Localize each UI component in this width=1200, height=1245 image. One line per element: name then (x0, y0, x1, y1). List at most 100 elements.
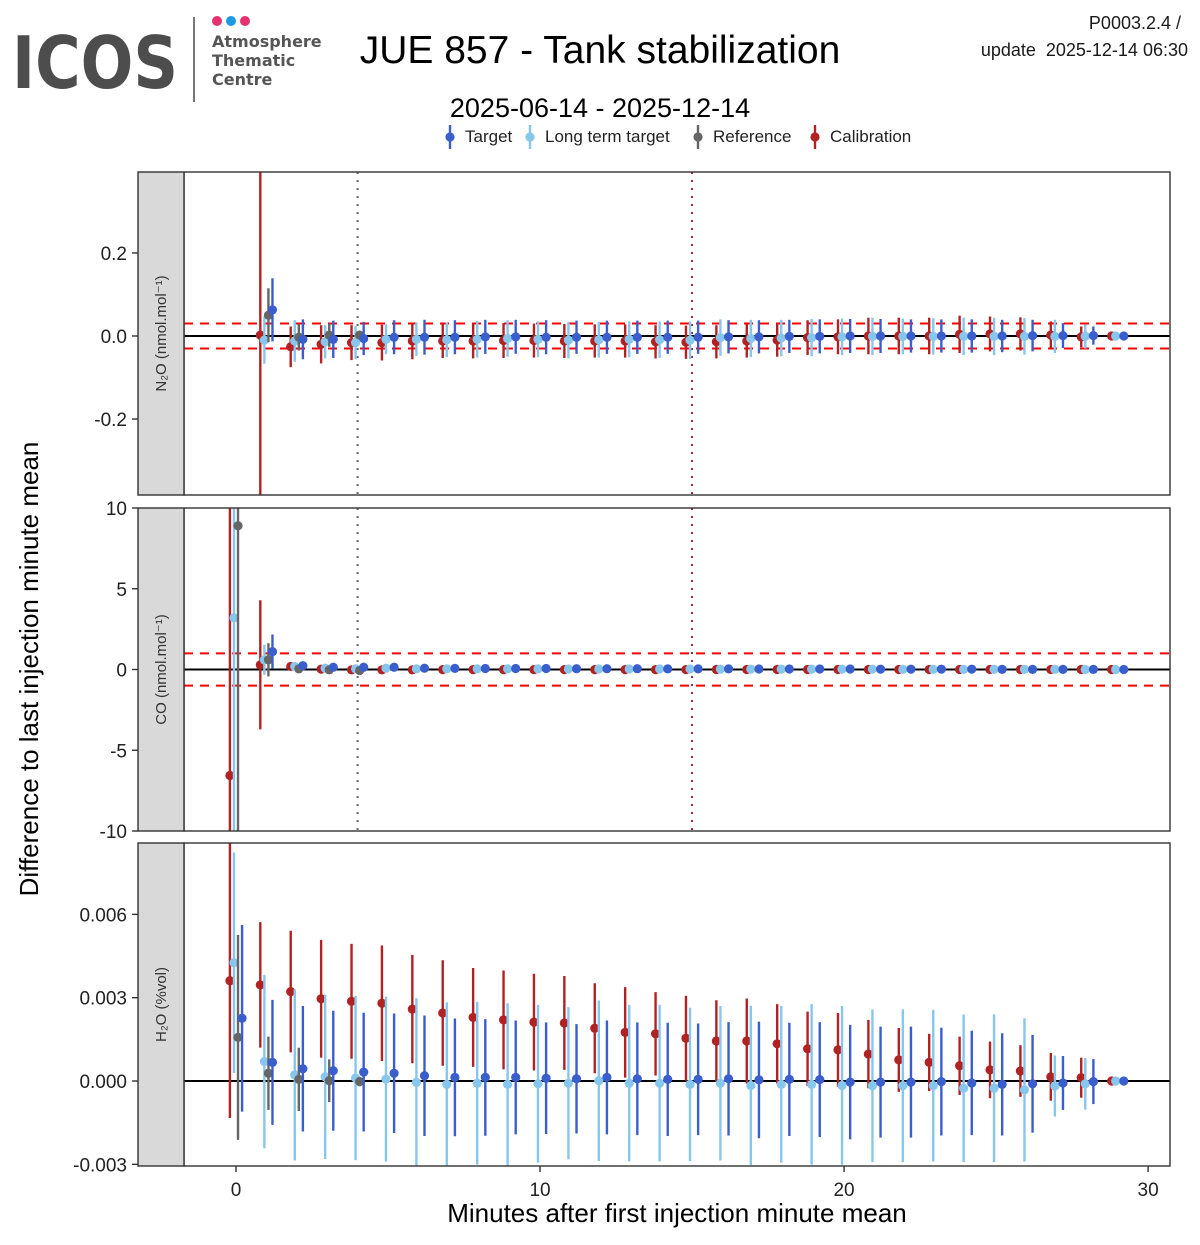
data-point (1019, 1018, 1030, 1162)
point-marker (502, 664, 513, 674)
data-point (233, 934, 243, 1140)
data-point (1019, 664, 1030, 674)
point-marker (754, 332, 764, 342)
data-point (438, 960, 448, 1066)
data-point (875, 664, 886, 674)
data-point (411, 664, 421, 674)
legend-label: Long term target (545, 127, 670, 146)
point-marker (450, 663, 460, 673)
legend-key-point-icon (445, 132, 455, 142)
y-tick-label: 0.000 (79, 1072, 127, 1093)
data-point (541, 320, 551, 355)
data-point (502, 1003, 513, 1166)
point-marker (928, 664, 938, 674)
point-marker (959, 664, 969, 674)
legend-item-target: Target (445, 125, 513, 149)
point-marker (650, 1029, 661, 1039)
point-marker (498, 1015, 509, 1025)
point-marker (263, 655, 274, 665)
data-point (355, 1076, 365, 1087)
point-marker (867, 664, 878, 674)
point-marker (776, 333, 786, 343)
data-point (898, 318, 908, 355)
data-point (815, 664, 825, 674)
point-marker (442, 1079, 452, 1089)
point-marker (511, 332, 521, 342)
point-marker (784, 1074, 794, 1084)
data-point (906, 664, 916, 674)
data-point (1088, 1059, 1098, 1105)
data-point (989, 1014, 999, 1163)
data-point (723, 664, 734, 674)
series-target (267, 634, 1129, 675)
point-marker (620, 1027, 630, 1038)
point-marker (681, 1033, 691, 1043)
point-marker (632, 332, 642, 342)
point-marker (559, 1018, 569, 1028)
y-axis-title: Difference to last injection minute mean (14, 442, 44, 897)
logo-line-centre: Centre (212, 70, 273, 89)
data-point (624, 1004, 634, 1162)
data-point (419, 1015, 430, 1137)
point-marker (1088, 664, 1098, 674)
point-marker (229, 613, 239, 623)
data-point (685, 1007, 695, 1162)
point-marker (563, 1078, 574, 1088)
data-point (472, 664, 482, 674)
point-marker (959, 1083, 969, 1093)
point-marker (624, 1078, 634, 1088)
point-marker (1050, 331, 1060, 342)
point-marker (632, 1074, 642, 1084)
point-marker (1080, 331, 1090, 342)
panel-strip (137, 171, 185, 496)
data-point (924, 1033, 934, 1092)
point-marker (1027, 664, 1038, 674)
data-point (784, 319, 794, 354)
data-point (267, 278, 278, 342)
point-marker (655, 335, 665, 345)
point-marker (267, 305, 278, 315)
point-marker (389, 332, 399, 342)
point-marker (693, 664, 703, 674)
point-marker (511, 1072, 521, 1083)
y-tick-label: -5 (110, 741, 127, 762)
data-point (267, 999, 278, 1125)
data-point (776, 319, 786, 357)
point-marker (711, 1036, 721, 1046)
point-marker (529, 1017, 539, 1027)
data-point (450, 663, 460, 673)
data-point (624, 664, 634, 674)
point-marker (693, 1074, 703, 1084)
point-marker (1088, 330, 1098, 341)
point-marker (867, 1081, 878, 1091)
x-tick-label: 10 (529, 1180, 550, 1201)
strip-label: H₂O (%vol) (153, 967, 170, 1042)
data-point (419, 319, 430, 355)
data-point (602, 1020, 612, 1135)
data-point (255, 922, 265, 1048)
point-marker (359, 1067, 369, 1077)
data-point (498, 970, 509, 1070)
point-marker (936, 331, 946, 341)
data-point (328, 662, 338, 672)
data-point (328, 320, 338, 358)
data-point (742, 998, 752, 1084)
point-marker (472, 664, 482, 674)
data-point (263, 643, 274, 677)
data-point (711, 1000, 721, 1082)
data-point (1088, 664, 1098, 674)
data-point (225, 508, 235, 831)
data-point (754, 664, 764, 674)
logo-line-atmosphere: Atmosphere (212, 32, 322, 51)
data-point (450, 320, 460, 355)
legend-label: Reference (713, 127, 791, 146)
panel-n2o: N₂O (nmol.mol⁻¹) -0.2 0.0 0.2 (94, 171, 1171, 496)
data-point (381, 663, 391, 673)
point-marker (438, 1008, 448, 1018)
data-point (845, 1024, 855, 1140)
point-marker (590, 1023, 600, 1033)
data-point (967, 319, 977, 353)
data-point (837, 664, 847, 674)
data-point (594, 321, 604, 358)
point-marker (1119, 331, 1129, 341)
